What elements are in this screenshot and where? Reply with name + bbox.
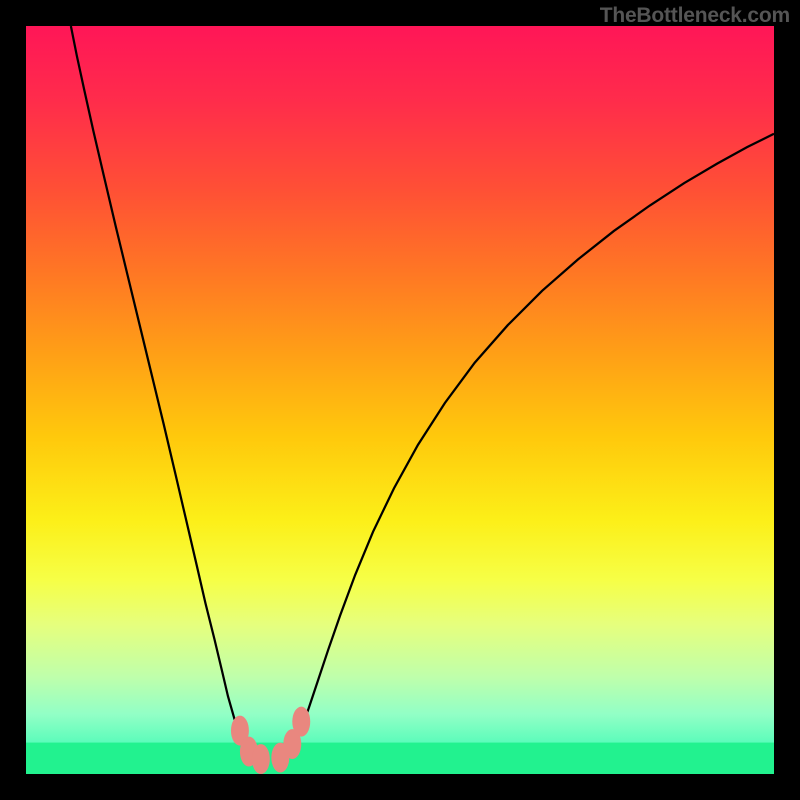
green-band [26, 743, 774, 774]
datapoint-marker [252, 744, 270, 774]
gradient-background [26, 26, 774, 774]
outer-frame: TheBottleneck.com [0, 0, 800, 800]
datapoint-marker [292, 707, 310, 737]
plot-area [26, 26, 774, 774]
chart-svg [26, 26, 774, 774]
watermark-label: TheBottleneck.com [600, 4, 790, 28]
